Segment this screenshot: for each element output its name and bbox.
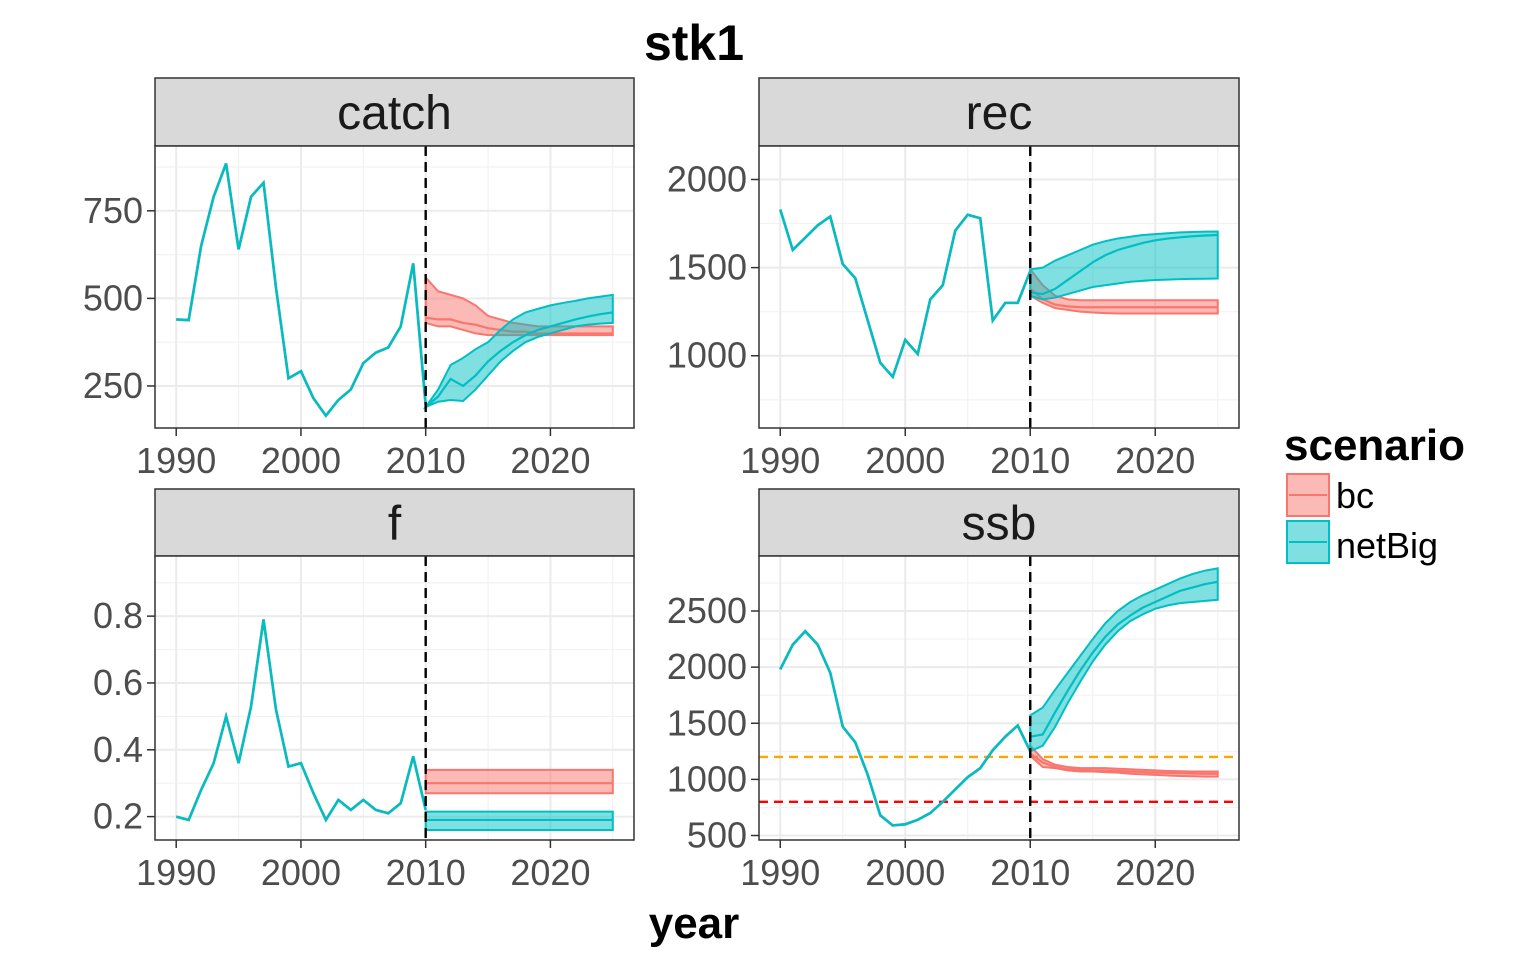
history-line-netBig-rec (779, 209, 1032, 380)
strip-label-ssb: ssb (962, 498, 1037, 551)
y-tick-label: 2500 (667, 590, 747, 631)
legend: scenario bc netBig (1284, 421, 1465, 566)
median-line-bc-rec (1029, 287, 1218, 309)
x-tick-label: 1990 (740, 440, 820, 481)
strip-label-catch: catch (337, 87, 452, 140)
x-tick-label: 2000 (865, 440, 945, 481)
panel-rec: rec 1990 2000 2010 2020 1000 1500 2000 (667, 77, 1240, 481)
y-tick-label: 1500 (667, 702, 747, 743)
gridlines-catch (155, 146, 634, 428)
history-line-netBig-f (175, 619, 427, 823)
y-tick-label: 0.6 (93, 662, 143, 703)
x-tick-label: 1990 (740, 852, 820, 893)
x-tick-label: 2010 (990, 852, 1070, 893)
history-line-netBig-catch (176, 163, 427, 418)
legend-label-bc: bc (1336, 475, 1374, 516)
plot-area-rec (759, 146, 1239, 428)
x-tick-label: 2020 (510, 440, 590, 481)
x-tick-label: 2010 (990, 440, 1070, 481)
y-tick-label: 1000 (667, 758, 747, 799)
ribbon-bc-rec (1029, 266, 1219, 315)
median-line-netBig-rec (1030, 233, 1218, 296)
panel-border-rec (758, 145, 1240, 429)
facet-panels: catch 1990 2000 2010 2020 250 500 750 rec 1990 200… (83, 77, 1240, 893)
x-tick-label: 1990 (136, 440, 216, 481)
plot-area-catch (155, 146, 634, 428)
legend-title: scenario (1284, 421, 1465, 470)
panel-ssb: ssb 1990 2000 2010 2020 500 1000 1500 2000 2500 (667, 488, 1240, 893)
panel-f: f 1990 2000 2010 2020 0.2 0.4 0.6 0.8 (93, 488, 635, 893)
strip-label-rec: rec (966, 87, 1033, 140)
y-tick-label: 1500 (667, 247, 747, 288)
strip-label-f: f (388, 498, 402, 551)
x-axis-label: year (649, 899, 740, 948)
x-tick-label: 2010 (386, 440, 466, 481)
y-tick-label: 0.4 (93, 729, 143, 770)
panel-border-catch (154, 145, 635, 429)
panel-border-f (154, 555, 635, 841)
panel-border-ssb (758, 555, 1240, 841)
y-tick-label: 250 (83, 365, 143, 406)
legend-item-bc: bc (1286, 473, 1374, 517)
y-tick-label: 0.2 (93, 796, 143, 837)
x-tick-label: 2020 (1115, 440, 1195, 481)
median-line-netBig-catch (424, 311, 613, 408)
strip-catch (154, 77, 635, 147)
x-tick-label: 2020 (510, 852, 590, 893)
plot-area-f (155, 556, 634, 840)
x-tick-label: 2000 (261, 852, 341, 893)
x-tick-label: 2000 (261, 440, 341, 481)
x-tick-label: 1990 (136, 852, 216, 893)
ribbon-netBig-rec (1029, 230, 1219, 301)
x-tick-label: 2000 (865, 852, 945, 893)
y-tick-label: 0.8 (93, 595, 143, 636)
x-tick-label: 2020 (1115, 852, 1195, 893)
y-tick-label: 1000 (667, 335, 747, 376)
y-tick-label: 2000 (667, 158, 747, 199)
y-tick-label: 750 (83, 190, 143, 231)
legend-label-netBig: netBig (1336, 525, 1438, 566)
ribbon-bc-f (424, 768, 614, 795)
history-line-netBig-ssb (779, 629, 1032, 827)
median-line-netBig-ssb (1030, 580, 1218, 738)
panel-catch: catch 1990 2000 2010 2020 250 500 750 (83, 77, 635, 481)
median-line-bc-ssb (1029, 752, 1218, 775)
figure-title: stk1 (644, 15, 744, 71)
strip-f (154, 488, 635, 557)
strip-ssb (758, 488, 1240, 557)
y-tick-label: 2000 (667, 646, 747, 687)
y-tick-label: 500 (687, 815, 747, 856)
x-tick-label: 2010 (386, 852, 466, 893)
y-tick-label: 500 (83, 277, 143, 318)
legend-item-netBig: netBig (1286, 520, 1438, 566)
ribbon-bc-catch (424, 274, 614, 337)
